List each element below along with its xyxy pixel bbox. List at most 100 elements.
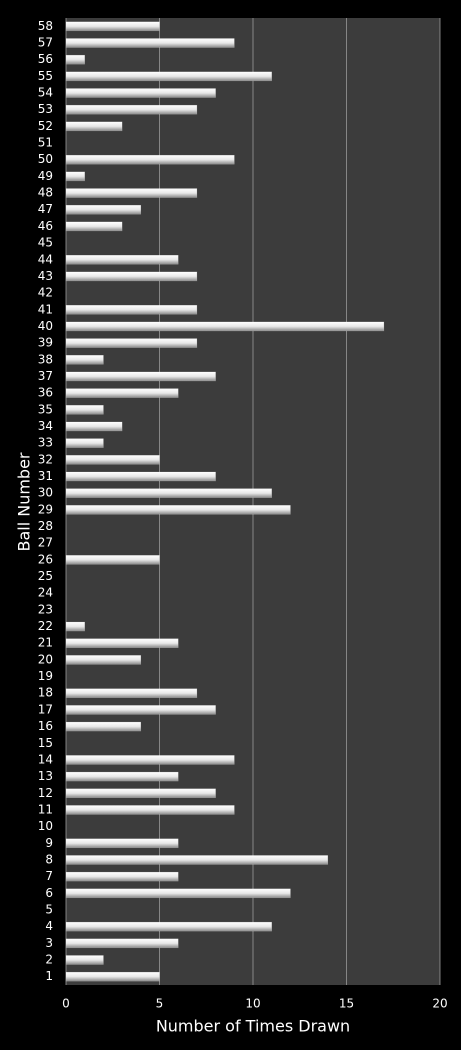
y-tick-label: 50 bbox=[38, 152, 53, 166]
bar bbox=[65, 405, 104, 415]
y-tick-label: 46 bbox=[38, 219, 53, 233]
bar bbox=[65, 888, 291, 899]
bar bbox=[65, 471, 216, 482]
y-tick-label: 28 bbox=[38, 519, 53, 533]
bar bbox=[65, 355, 104, 365]
y-tick-label: 10 bbox=[38, 819, 53, 833]
y-tick-label: 57 bbox=[38, 36, 53, 50]
bar bbox=[65, 488, 272, 498]
y-tick-label: 5 bbox=[45, 902, 53, 916]
x-axis-label: Number of Times Drawn bbox=[156, 1017, 350, 1036]
y-tick-label: 3 bbox=[45, 936, 53, 950]
y-tick-label: 48 bbox=[38, 186, 53, 200]
y-tick-label: 36 bbox=[38, 386, 53, 400]
x-tick-label: 20 bbox=[432, 997, 447, 1011]
y-tick-label: 38 bbox=[38, 352, 53, 366]
y-tick-label: 30 bbox=[38, 486, 53, 500]
bar bbox=[65, 154, 235, 165]
bar bbox=[65, 204, 142, 215]
y-tick-label: 53 bbox=[38, 102, 53, 116]
y-tick-label: 22 bbox=[38, 619, 53, 633]
y-tick-label: 49 bbox=[38, 169, 53, 183]
y-tick-label: 2 bbox=[45, 952, 53, 966]
y-tick-label: 55 bbox=[38, 69, 53, 83]
bar bbox=[65, 871, 179, 882]
x-tick-label: 5 bbox=[156, 997, 164, 1011]
x-tick-label: 0 bbox=[62, 997, 70, 1011]
bar bbox=[65, 104, 198, 115]
y-tick-label: 15 bbox=[38, 736, 53, 750]
y-tick-label: 42 bbox=[38, 286, 53, 300]
bar bbox=[65, 438, 104, 448]
y-tick-label: 19 bbox=[38, 669, 53, 683]
y-tick-label: 44 bbox=[38, 252, 53, 266]
bar bbox=[65, 21, 160, 32]
bar bbox=[65, 388, 179, 398]
y-tick-label: 54 bbox=[38, 86, 53, 100]
y-tick-label: 27 bbox=[38, 536, 53, 550]
bar bbox=[65, 505, 291, 515]
bar bbox=[65, 938, 179, 949]
bar bbox=[65, 54, 85, 65]
y-tick-label: 52 bbox=[38, 119, 53, 133]
y-tick-label: 31 bbox=[38, 469, 53, 483]
y-tick-label: 13 bbox=[38, 769, 53, 783]
bar bbox=[65, 688, 198, 698]
x-tick-label: 15 bbox=[339, 997, 354, 1011]
y-tick-label: 33 bbox=[38, 436, 53, 450]
bar bbox=[65, 955, 104, 965]
y-tick-label: 40 bbox=[38, 319, 53, 333]
y-tick-label: 29 bbox=[38, 502, 53, 516]
bar bbox=[65, 255, 179, 265]
y-tick-label: 6 bbox=[45, 886, 53, 900]
bar bbox=[65, 621, 85, 632]
bar bbox=[65, 338, 198, 348]
y-tick-label: 17 bbox=[38, 702, 53, 716]
bar bbox=[65, 271, 198, 282]
bar bbox=[65, 371, 216, 382]
y-tick-label: 26 bbox=[38, 552, 53, 566]
bar bbox=[65, 221, 123, 232]
y-tick-label: 47 bbox=[38, 202, 53, 216]
bar bbox=[65, 555, 160, 565]
y-tick-label: 32 bbox=[38, 452, 53, 466]
bar bbox=[65, 805, 235, 815]
y-axis-label: Ball Number bbox=[15, 452, 34, 551]
bar bbox=[65, 188, 198, 198]
bar bbox=[65, 855, 329, 865]
y-tick-label: 37 bbox=[38, 369, 53, 383]
bar bbox=[65, 705, 216, 715]
bar bbox=[65, 121, 123, 132]
y-tick-label: 8 bbox=[45, 852, 53, 866]
bar bbox=[65, 971, 160, 982]
y-tick-label: 39 bbox=[38, 336, 53, 350]
y-tick-label: 24 bbox=[38, 586, 53, 600]
y-tick-label: 14 bbox=[38, 752, 53, 766]
y-tick-label: 12 bbox=[38, 786, 53, 800]
bar bbox=[65, 838, 179, 849]
y-tick-label: 4 bbox=[45, 919, 53, 933]
bar bbox=[65, 721, 142, 732]
y-tick-label: 56 bbox=[38, 52, 53, 66]
y-tick-label: 34 bbox=[38, 419, 53, 433]
bar bbox=[65, 421, 123, 432]
y-tick-label: 41 bbox=[38, 302, 53, 316]
y-tick-label: 43 bbox=[38, 269, 53, 283]
bar bbox=[65, 638, 179, 648]
bar bbox=[65, 755, 235, 765]
bar bbox=[65, 71, 272, 82]
y-tick-label: 23 bbox=[38, 602, 53, 616]
bar bbox=[65, 305, 198, 315]
y-tick-label: 18 bbox=[38, 686, 53, 700]
y-tick-label: 1 bbox=[45, 969, 53, 983]
bar bbox=[65, 88, 216, 98]
y-tick-label: 7 bbox=[45, 869, 53, 883]
y-tick-label: 51 bbox=[38, 136, 53, 150]
bar bbox=[65, 655, 142, 665]
y-tick-label: 25 bbox=[38, 569, 53, 583]
bar bbox=[65, 38, 235, 48]
y-tick-label: 35 bbox=[38, 402, 53, 416]
y-tick-label: 20 bbox=[38, 652, 53, 666]
bar bbox=[65, 171, 85, 182]
